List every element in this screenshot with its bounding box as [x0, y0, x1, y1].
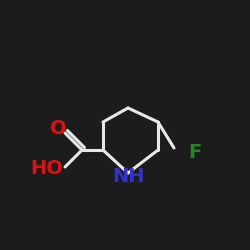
- Text: NH: NH: [112, 168, 144, 186]
- Text: HO: HO: [30, 158, 64, 178]
- Text: F: F: [188, 142, 202, 162]
- Text: O: O: [50, 118, 66, 138]
